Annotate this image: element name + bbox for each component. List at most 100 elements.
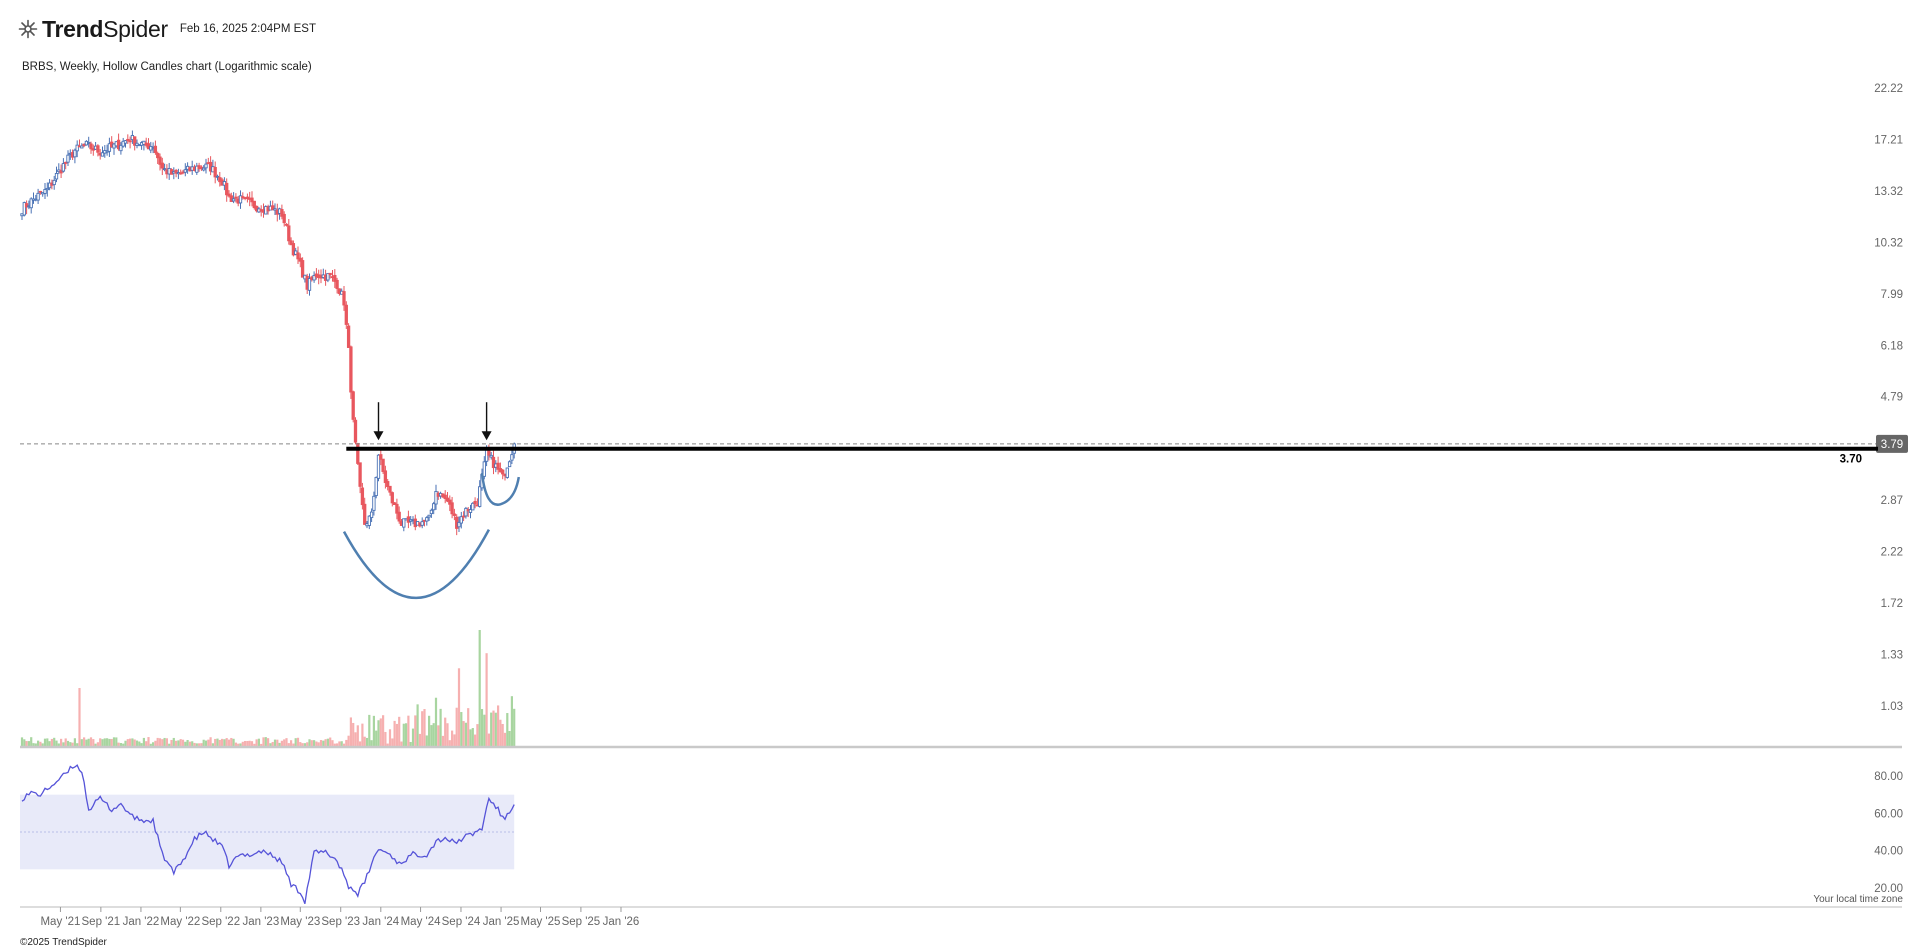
candle-up: [489, 454, 493, 458]
candle-up: [376, 454, 381, 479]
candle-up: [80, 145, 84, 149]
volume-bar: [324, 739, 327, 746]
candle-down: [300, 260, 305, 278]
volume-bar: [361, 723, 364, 746]
volume-bar: [85, 739, 88, 746]
time-tick-label: Jan '25: [483, 916, 520, 928]
volume-bar: [287, 743, 290, 746]
volume-bar: [135, 740, 139, 746]
volume-bar: [476, 724, 479, 746]
volume-bar: [250, 741, 254, 746]
candle-down: [346, 325, 351, 348]
volume-bar: [317, 742, 320, 746]
price-tick-label: 2.87: [1881, 495, 1903, 507]
volume-bar: [400, 741, 403, 746]
volume-bar: [92, 739, 95, 746]
candle-down: [128, 140, 132, 143]
candle-up: [434, 490, 438, 505]
volume-bar: [425, 735, 428, 746]
volume-bar: [451, 730, 454, 746]
volume-bar: [87, 738, 90, 746]
candle-down: [450, 502, 454, 515]
volume-bar: [147, 737, 150, 746]
down-arrow-head: [481, 431, 492, 441]
volume-bar: [89, 737, 93, 746]
volume-bar: [112, 737, 116, 746]
volume-bar: [499, 719, 502, 746]
volume-bar: [513, 708, 516, 746]
volume-bar: [149, 743, 152, 746]
candle-down: [126, 138, 130, 141]
candle-up: [374, 476, 378, 497]
candle-up: [326, 273, 330, 281]
volume-bar: [80, 739, 83, 746]
volume-bar: [32, 743, 35, 746]
volume-bar: [506, 713, 509, 746]
volume-bar: [308, 739, 311, 746]
volume-bar: [448, 740, 451, 746]
volume-bar: [497, 705, 500, 746]
candle-up: [107, 143, 112, 152]
volume-bar: [267, 738, 270, 746]
candle-down: [390, 492, 394, 504]
candle-down: [448, 499, 452, 505]
volume-bar: [106, 738, 109, 746]
volume-bar: [398, 716, 401, 746]
volume-bar: [464, 722, 467, 746]
volume-bar: [315, 741, 318, 746]
volume-bar: [421, 711, 424, 746]
volume-bar: [41, 743, 44, 746]
candle-down: [473, 500, 477, 505]
volume-bar: [60, 738, 63, 746]
volume-bar: [508, 730, 511, 746]
candle-down: [487, 450, 491, 456]
volume-bar: [142, 737, 145, 746]
timezone-label: Your local time zone: [1813, 894, 1903, 905]
volume-bar: [485, 653, 488, 746]
time-tick-label: Jan '24: [362, 916, 399, 928]
volume-bar: [152, 742, 155, 746]
candle-up: [100, 152, 105, 157]
volume-bar: [209, 737, 212, 746]
volume-bar: [108, 738, 111, 746]
volume-bar: [43, 738, 47, 746]
volume-bar: [179, 739, 182, 746]
candle-up: [238, 195, 243, 204]
volume-bar: [264, 737, 267, 746]
volume-bar: [241, 741, 244, 746]
volume-bar: [101, 739, 104, 746]
volume-bar: [69, 742, 72, 746]
candle-down: [64, 161, 68, 164]
candle-up: [459, 516, 463, 524]
volume-bar: [177, 740, 180, 746]
candle-down: [335, 279, 339, 289]
candle-down: [179, 172, 183, 175]
volume-bar: [375, 730, 378, 746]
volume-bar: [384, 731, 387, 746]
price-tick-label: 1.72: [1881, 598, 1903, 610]
volume-bar: [221, 738, 224, 746]
volume-bar: [227, 739, 231, 746]
time-tick-label: May '23: [280, 916, 320, 928]
volume-bar: [211, 743, 214, 746]
volume-bar: [395, 723, 398, 746]
volume-bar: [379, 718, 382, 746]
volume-bar: [156, 737, 159, 746]
volume-bar: [388, 729, 392, 746]
volume-bar: [462, 721, 465, 746]
volume-bar: [200, 743, 203, 746]
volume-bar: [257, 738, 260, 746]
chart-timestamp: Feb 16, 2025 2:04PM EST: [179, 23, 316, 35]
candle-up: [54, 172, 59, 180]
volume-bar: [292, 743, 295, 746]
rsi-band: [20, 794, 515, 870]
volume-bar: [471, 728, 474, 746]
volume-bar: [492, 710, 495, 746]
header: TrendSpider Feb 16, 2025 2:04PM EST: [18, 16, 316, 42]
volume-bar: [239, 743, 242, 746]
volume-bar: [124, 740, 127, 746]
volume-bar: [340, 741, 343, 746]
candle-down: [133, 136, 137, 146]
volume-bar: [175, 740, 178, 746]
